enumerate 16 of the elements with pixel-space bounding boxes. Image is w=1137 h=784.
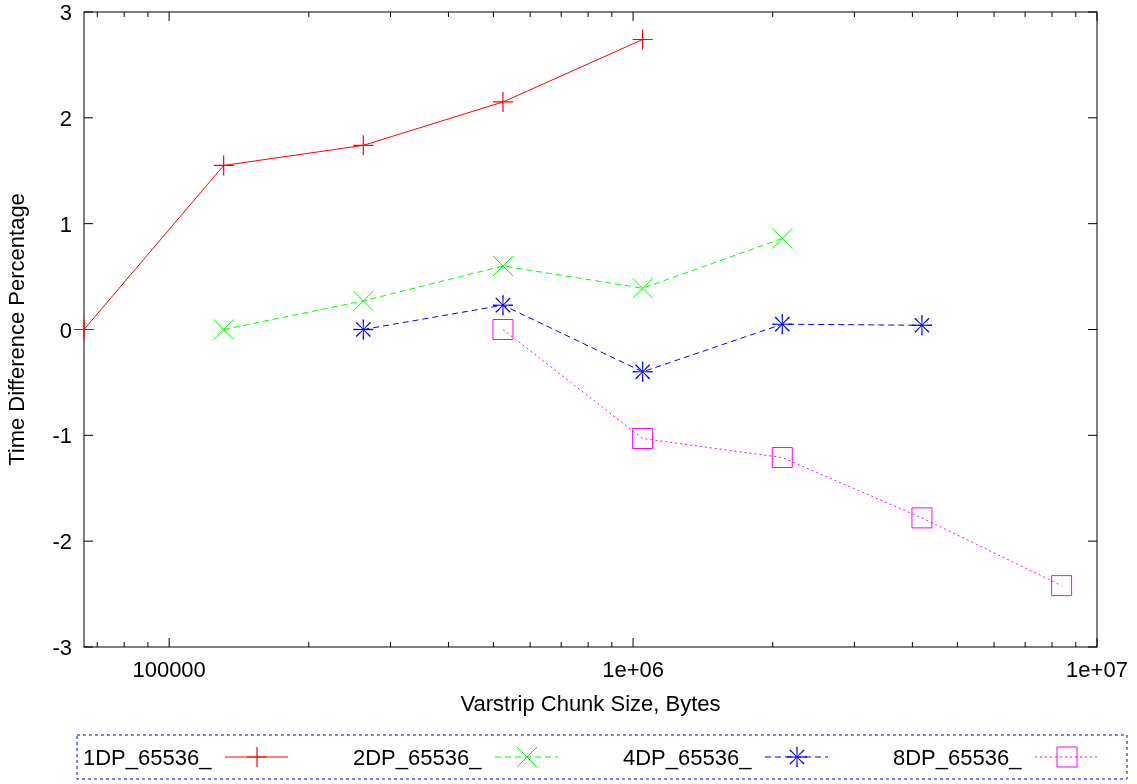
legend-label: 4DP_65536_	[623, 745, 753, 770]
x-axis-title: Varstrip Chunk Size, Bytes	[460, 691, 721, 716]
y-tick-label: 3	[59, 0, 72, 25]
y-tick-label: -1	[52, 423, 72, 449]
x-tick-label: 1e+07	[1066, 657, 1128, 682]
y-tick-label: -3	[52, 635, 72, 660]
y-tick-label: 0	[59, 317, 72, 343]
x-tick-label: 100000	[132, 657, 206, 682]
legend-label: 1DP_65536_	[83, 745, 213, 770]
y-axis-title: Time Difference Percentage	[4, 193, 29, 466]
y-tick-label: 2	[59, 105, 72, 131]
y-tick-label: 1	[59, 211, 72, 237]
legend-label: 8DP_65536_	[893, 745, 1023, 770]
y-tick-label: -2	[52, 529, 72, 555]
x-tick-label: 1e+06	[602, 657, 664, 682]
legend-label: 2DP_65536_	[353, 745, 483, 770]
